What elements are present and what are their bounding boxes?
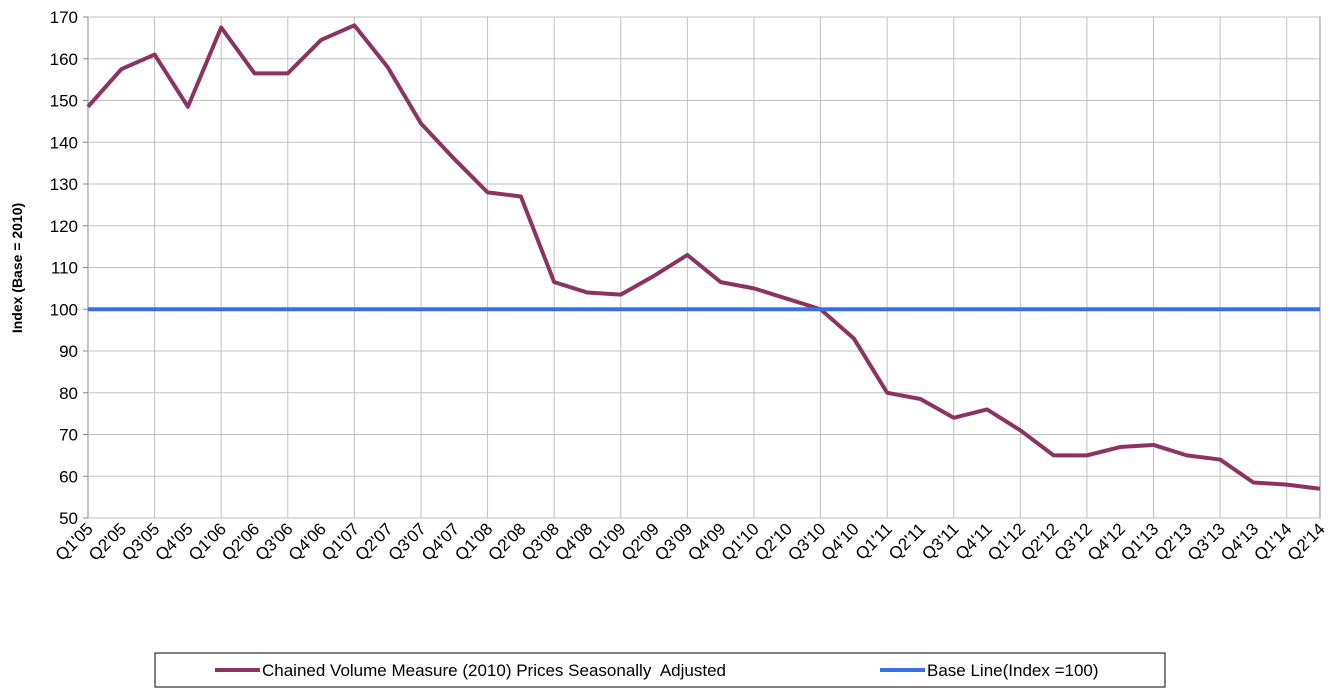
- x-tick-label: Q1'09: [584, 519, 629, 564]
- x-tick-label: Q1'12: [984, 519, 1029, 564]
- x-tick-label: Q2'14: [1284, 519, 1329, 564]
- x-tick-label: Q2'07: [351, 519, 396, 564]
- y-tick-label: 160: [50, 50, 78, 69]
- x-tick-label: Q4'10: [818, 519, 863, 564]
- y-tick-label: 150: [50, 92, 78, 111]
- y-tick-label: 70: [59, 426, 78, 445]
- x-tick-label: Q2'08: [485, 519, 530, 564]
- y-tick-label: 110: [51, 259, 78, 278]
- x-tick-label: Q4'08: [551, 519, 596, 564]
- y-tick-label: 140: [50, 133, 78, 152]
- x-tick-label: Q1'13: [1117, 519, 1162, 564]
- x-tick-label: Q3'07: [385, 519, 430, 564]
- x-tick-label: Q2'12: [1017, 519, 1062, 564]
- legend-box: [154, 652, 1166, 688]
- y-axis-label: Index (Base = 2010): [9, 203, 25, 333]
- x-tick-label: Q3'10: [784, 519, 829, 564]
- x-tick-label: Q3'05: [118, 519, 163, 564]
- x-tick-label: Q1'07: [318, 519, 363, 564]
- x-tick-label: Q4'05: [152, 519, 197, 564]
- legend-label: Chained Volume Measure (2010) Prices Sea…: [262, 661, 726, 680]
- x-tick-label: Q3'11: [918, 519, 962, 563]
- y-tick-label: 90: [59, 342, 78, 361]
- x-tick-label: Q4'06: [285, 519, 330, 564]
- legend-label: Base Line(Index =100): [927, 661, 1099, 680]
- x-tick-label: Q4'13: [1217, 519, 1262, 564]
- y-tick-label: 120: [50, 217, 78, 236]
- x-tick-label: Q3'06: [251, 519, 296, 564]
- x-tick-label: Q1'14: [1250, 519, 1295, 564]
- y-tick-label: 80: [59, 384, 78, 403]
- x-tick-label: Q2'06: [218, 519, 263, 564]
- series-line: [86, 23, 1321, 491]
- y-tick-label: 50: [59, 509, 78, 528]
- x-tick-label: Q2'13: [1150, 519, 1195, 564]
- x-tick-label: Q3'09: [651, 519, 696, 564]
- y-tick-label: 100: [50, 300, 78, 319]
- x-tick-label: Q2'05: [85, 519, 130, 564]
- x-tick-label: Q1'08: [451, 519, 496, 564]
- x-tick-label: Q2'09: [618, 519, 663, 564]
- x-tick-label: Q2'10: [751, 519, 796, 564]
- y-tick-label: 60: [59, 467, 78, 486]
- x-tick-label: Q1'11: [852, 519, 896, 563]
- x-tick-label: Q1'06: [185, 519, 230, 564]
- x-tick-label: Q1'10: [718, 519, 763, 564]
- x-tick-label: Q4'12: [1084, 519, 1129, 564]
- x-tick-label: Q4'09: [684, 519, 729, 564]
- x-tick-label: Q3'08: [518, 519, 563, 564]
- x-tick-label: Q2'11: [885, 519, 929, 563]
- y-tick-label: 130: [50, 175, 78, 194]
- x-tick-label: Q4'07: [418, 519, 463, 564]
- x-tick-label: Q3'12: [1051, 519, 1096, 564]
- y-tick-label: 170: [50, 8, 78, 27]
- x-tick-label: Q3'13: [1184, 519, 1229, 564]
